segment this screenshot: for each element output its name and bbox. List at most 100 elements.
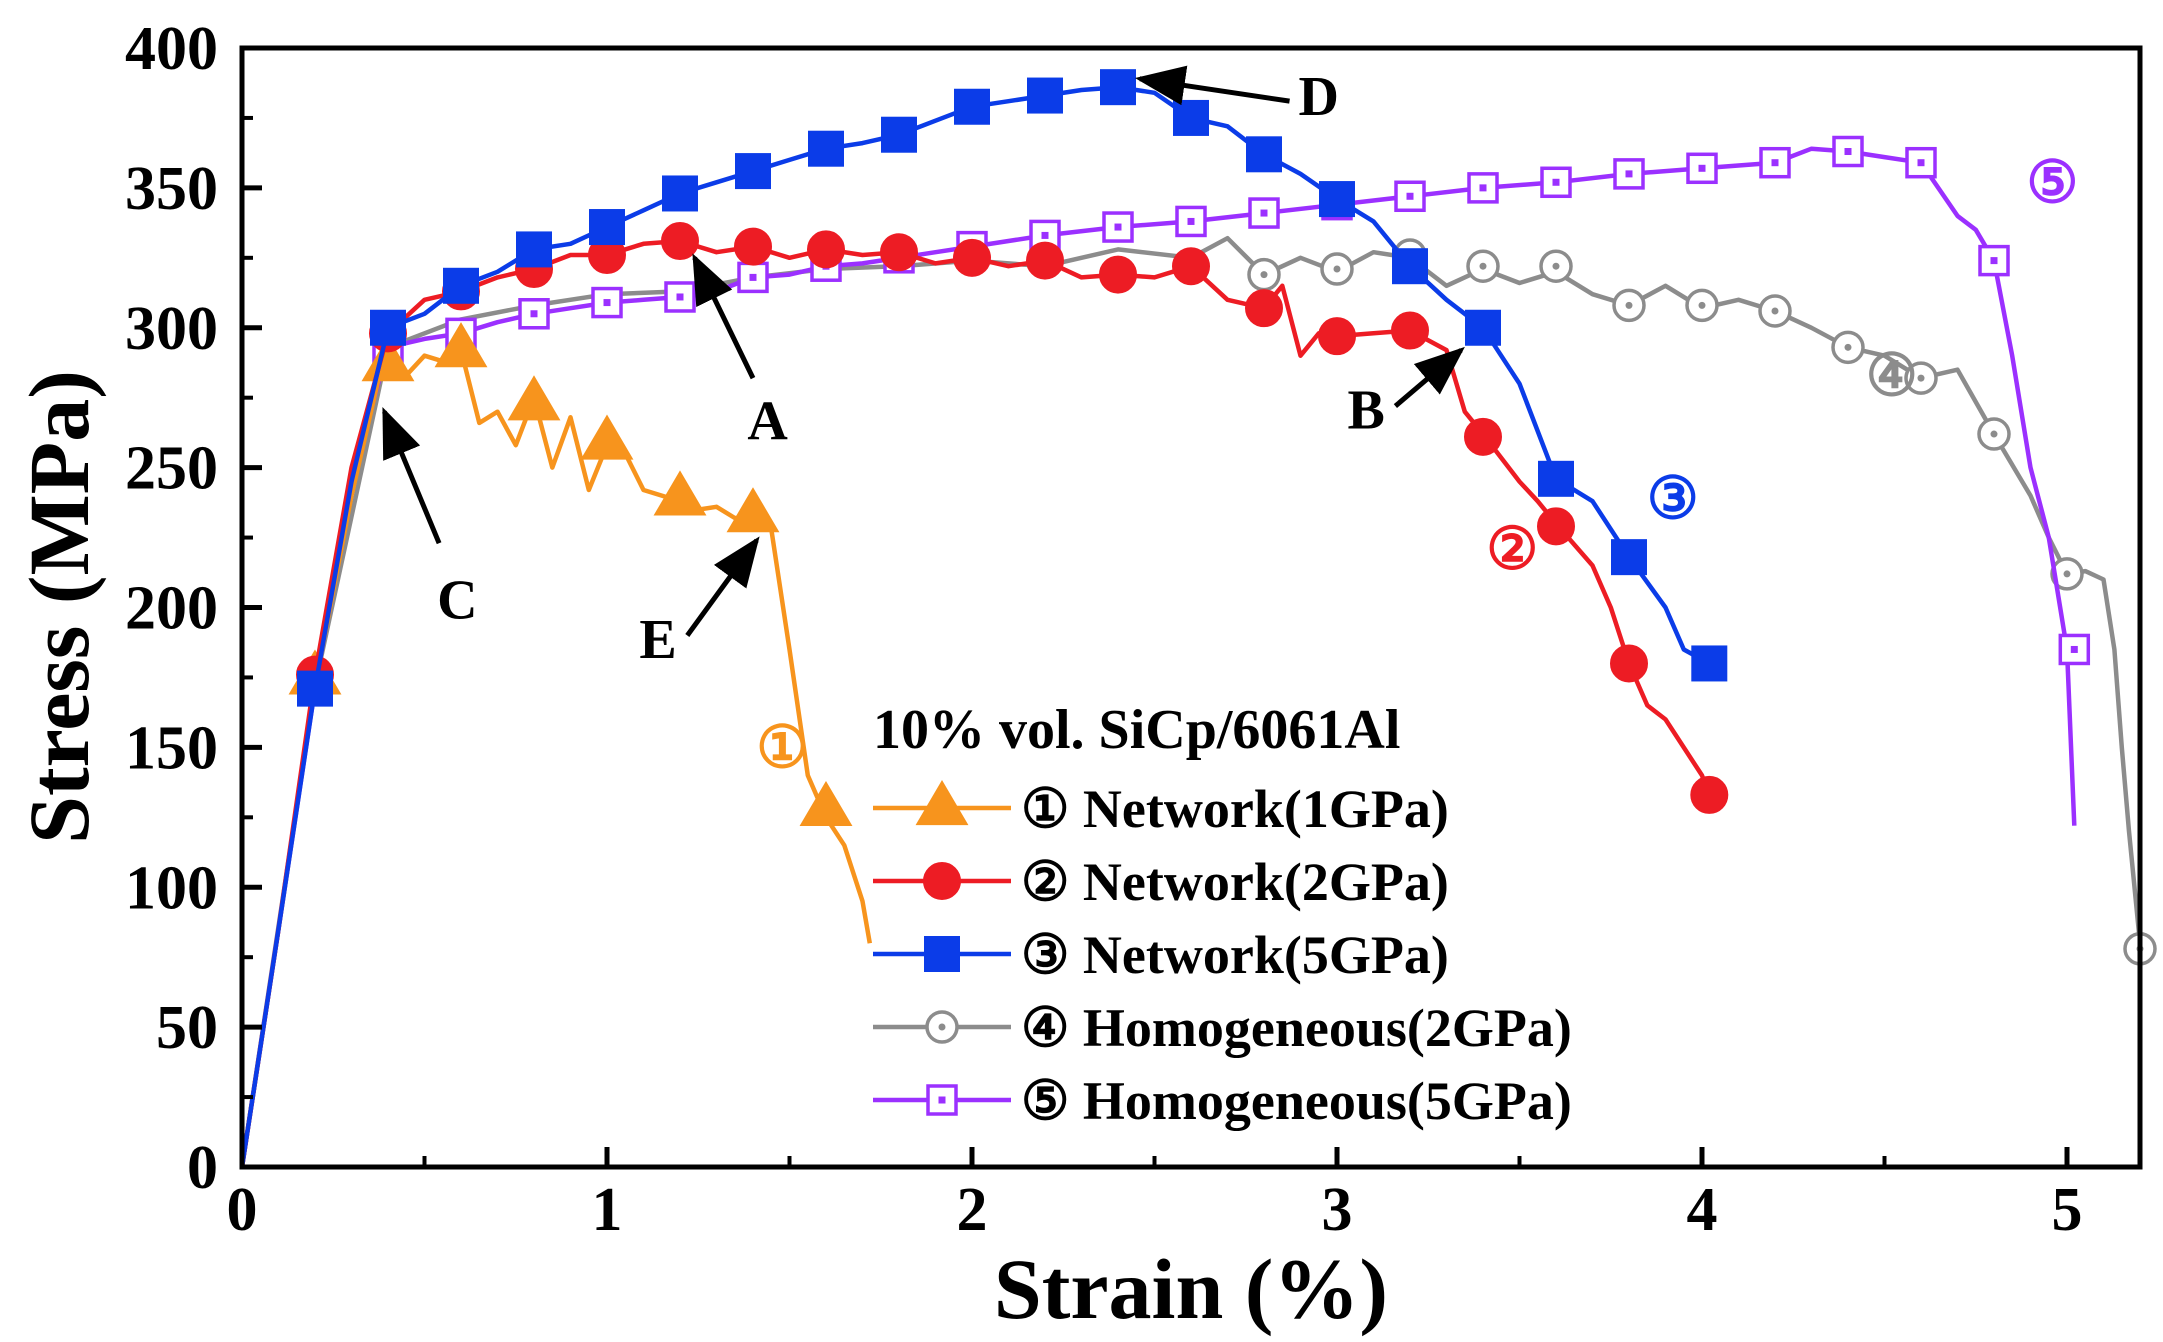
series-5-point-dot [2070, 645, 2078, 653]
series-2-point [1610, 644, 1648, 683]
series-2-point [1537, 507, 1575, 546]
series-5-point-dot [1114, 223, 1122, 231]
y-tick-label: 100 [125, 854, 218, 922]
x-tick-label: 1 [592, 1176, 623, 1244]
y-tick-label: 0 [187, 1134, 218, 1202]
series-5-point-dot [603, 299, 611, 307]
series-4-curve-label: ④ [1866, 343, 1918, 408]
annotation-a-arrow [692, 253, 756, 380]
legend-entry-3-label: ③ Network(5GPa) [1021, 925, 1449, 985]
series-5-line [239, 146, 2077, 1168]
series-1-point [507, 375, 561, 421]
series-5-point-dot [1187, 217, 1195, 225]
series-1-point [580, 414, 634, 460]
series-3-point [1100, 69, 1136, 106]
legend-entry-5-marker-dot [938, 1096, 946, 1104]
series-3-point [1319, 181, 1355, 218]
series-5-point-dot [1844, 148, 1852, 156]
series-3-curve-label: ③ [1647, 466, 1699, 531]
series-2-point [1026, 241, 1064, 280]
series-1-point [361, 336, 415, 382]
series-3-point [516, 231, 552, 268]
legend-entry-2-label: ② Network(2GPa) [1021, 852, 1449, 912]
series-4-point-dot [2063, 570, 2071, 578]
series-3-point [1538, 460, 1574, 497]
series-4-point-dot [1917, 374, 1925, 382]
series-5-point-dot [1625, 170, 1633, 178]
series-3-point [808, 130, 844, 167]
y-tick-label: 250 [125, 435, 218, 503]
series-3-point [881, 116, 917, 153]
x-axis-title: Strain (%) [994, 1241, 1388, 1337]
series-2-point [1172, 247, 1210, 286]
series-5-point-dot [1917, 159, 1925, 167]
series-1-point [726, 487, 780, 533]
series-5-point-dot [1552, 178, 1560, 186]
annotation-d-arrow [1134, 65, 1290, 106]
series-3-point [370, 309, 406, 346]
y-tick-label: 150 [125, 714, 218, 782]
series-5-point-dot [1041, 231, 1049, 239]
series-3-point [1691, 645, 1728, 682]
series-4-point-dot [1552, 262, 1560, 270]
series-2-point [1391, 311, 1429, 350]
y-tick-label: 400 [125, 15, 218, 83]
series-3-point [954, 88, 990, 125]
series-5-point-dot [1406, 192, 1414, 200]
series-5-point-dot [749, 273, 757, 281]
series-5-point-dot [1990, 257, 1998, 265]
annotation-a-label: A [747, 391, 788, 453]
legend: 10% vol. SiCp/6061Al ① Network(1GPa) ② Ne… [873, 699, 1572, 1131]
legend-entry-5: ⑤ Homogeneous(5GPa) [873, 1071, 1572, 1131]
legend-entry-3-marker [924, 936, 960, 972]
series-4-point-dot [1333, 265, 1341, 273]
legend-title: 10% vol. SiCp/6061Al [873, 699, 1400, 761]
y-axis-title: Stress (MPa) [11, 370, 107, 844]
legend-entry-2-marker [923, 862, 961, 900]
y-tick-label: 300 [125, 295, 218, 363]
legend-entry-1-marker [915, 780, 969, 826]
series-1-point [799, 780, 853, 827]
legend-entries: ① Network(1GPa) ② Network(2GPa) ③ Network(… [873, 779, 1572, 1131]
annotation-e-label: E [639, 609, 676, 671]
series-5-point-dot [1698, 164, 1706, 172]
annotation-b-arrow [1393, 346, 1465, 408]
series-3-point [1027, 77, 1063, 114]
series-layer: ① ② ③ ④ ⑤ [239, 69, 2157, 1168]
series-5-point [2058, 633, 2091, 666]
series-5 [239, 135, 2091, 1168]
annotation-layer: A B C D E [382, 65, 1465, 671]
y-tick-label: 350 [125, 155, 218, 223]
series-2-point [661, 222, 699, 261]
series-5-point [1540, 166, 1572, 199]
series-2-point [1464, 417, 1502, 456]
series-5-curve-label: ⑤ [2026, 150, 2078, 215]
series-3-point [1246, 136, 1282, 173]
series-3 [239, 69, 1728, 1168]
series-5-point-dot [1479, 184, 1487, 192]
series-4-point-dot [1771, 307, 1779, 315]
annotation-b-label: B [1348, 379, 1385, 441]
series-3-point [735, 153, 771, 190]
series-1-curve-label: ① [756, 715, 808, 780]
y-tick-label: 200 [125, 575, 218, 643]
series-4-point-dot [1260, 271, 1268, 279]
series-5-point-dot [676, 293, 684, 301]
series-3-point [1392, 248, 1428, 285]
legend-entry-1-label: ① Network(1GPa) [1021, 779, 1449, 839]
series-3-point [1465, 309, 1501, 346]
series-2-point [734, 227, 772, 266]
series-3-point [1173, 99, 1209, 136]
series-2-point [807, 230, 845, 269]
series-2-curve-label: ② [1486, 516, 1538, 581]
legend-entry-4-label: ④ Homogeneous(2GPa) [1021, 998, 1572, 1058]
series-4-point-dot [1698, 301, 1706, 309]
series-3-point [1611, 539, 1647, 576]
series-2-point [1690, 775, 1729, 814]
legend-entry-3: ③ Network(5GPa) [873, 925, 1449, 985]
series-5-point-dot [1771, 159, 1779, 167]
series-5-point-dot [1260, 209, 1268, 217]
annotation-e-arrow [685, 536, 760, 637]
